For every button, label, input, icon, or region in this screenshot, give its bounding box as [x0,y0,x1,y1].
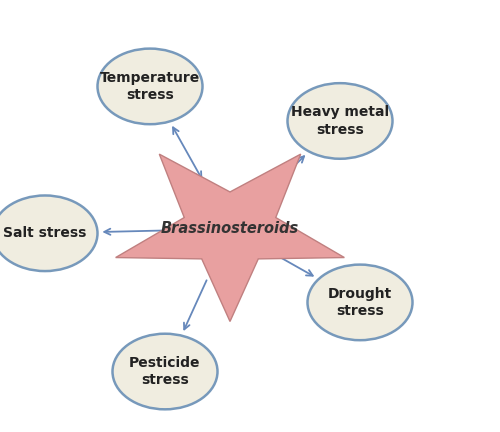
Text: Heavy metal
stress: Heavy metal stress [291,105,389,137]
FancyArrowPatch shape [184,280,206,330]
Ellipse shape [0,196,98,271]
Text: Brassinosteroids: Brassinosteroids [161,222,299,236]
Text: Temperature
stress: Temperature stress [100,71,200,102]
Text: Drought
stress: Drought stress [328,287,392,318]
FancyArrowPatch shape [279,257,313,276]
Ellipse shape [112,334,218,410]
FancyArrowPatch shape [270,156,304,189]
Ellipse shape [288,83,393,159]
Text: Salt stress: Salt stress [4,226,86,240]
Polygon shape [116,154,344,321]
Ellipse shape [98,48,202,124]
FancyArrowPatch shape [104,229,174,235]
Text: Pesticide
stress: Pesticide stress [129,356,201,387]
FancyArrowPatch shape [173,127,202,178]
Ellipse shape [308,264,412,340]
